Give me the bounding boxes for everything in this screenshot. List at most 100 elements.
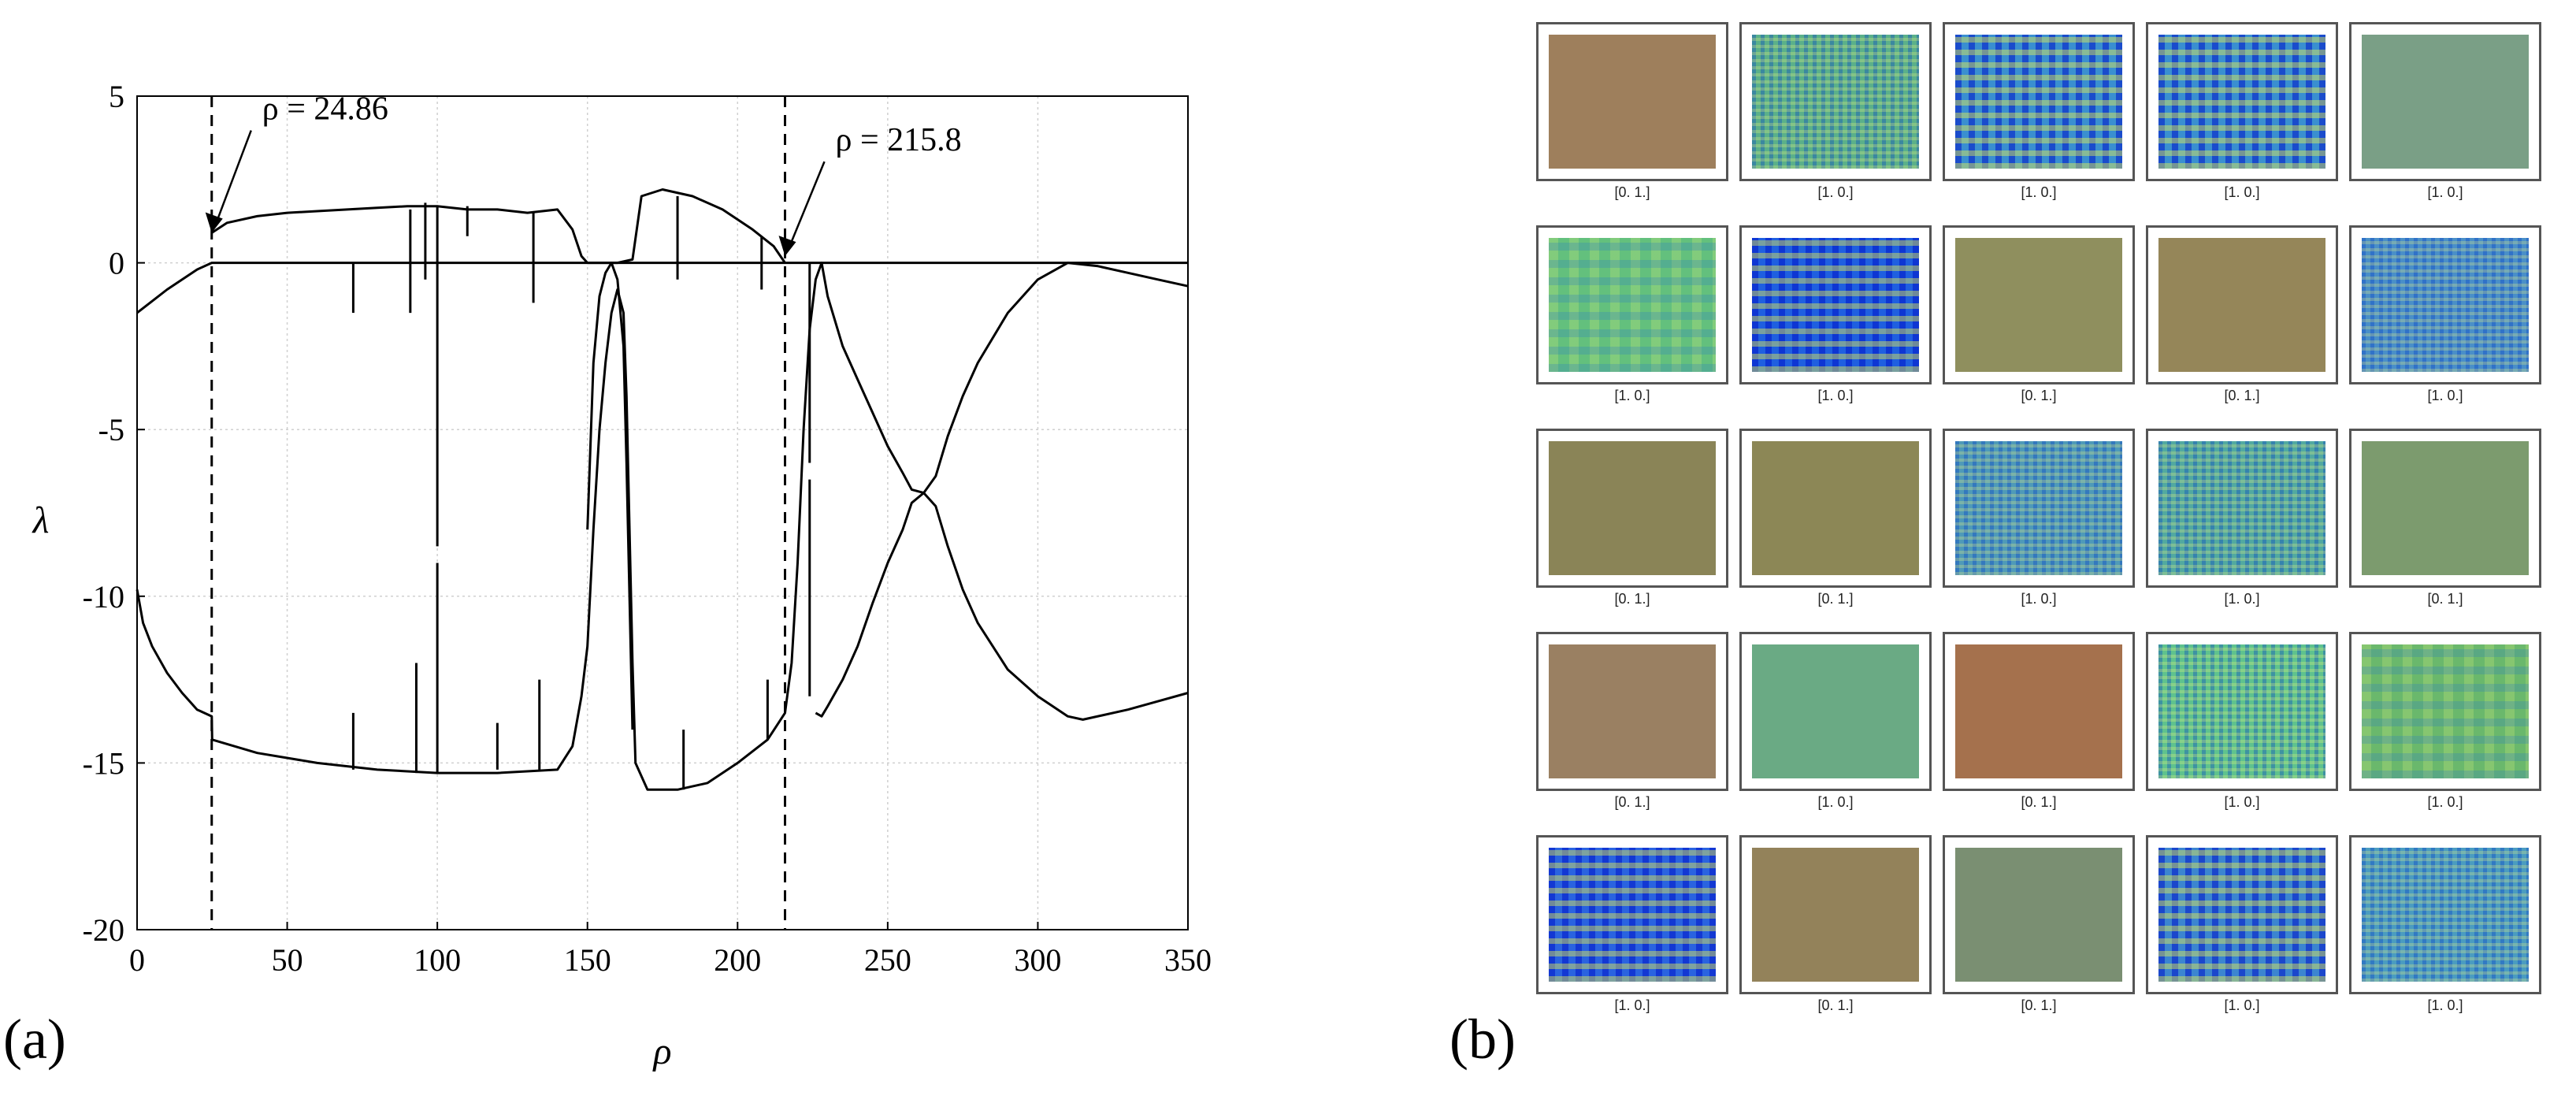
series-line-3	[135, 262, 1189, 791]
tile-frame	[1536, 22, 1728, 181]
x-axis-label: ρ	[651, 1031, 671, 1072]
series-line-4	[815, 262, 1189, 718]
tile-pattern	[1955, 238, 2122, 372]
grid-tile: [0. 1.]	[1739, 835, 1933, 1040]
tile-frame	[2146, 225, 2338, 384]
tile-frame	[1739, 429, 1932, 588]
tile-frame	[1943, 632, 2135, 791]
tile-caption: [1. 0.]	[1614, 388, 1650, 403]
y-tick-label: 5	[109, 79, 124, 114]
grid-tile: [0. 1.]	[1536, 22, 1730, 227]
y-tick-label: -15	[83, 745, 124, 781]
grid-tile: [1. 0.]	[1739, 225, 1933, 430]
tile-frame	[1943, 835, 2135, 994]
tile-caption: [0. 1.]	[2427, 591, 2463, 607]
series-line-5	[586, 262, 634, 730]
tile-frame	[1739, 835, 1932, 994]
tile-caption: [1. 0.]	[2427, 184, 2463, 200]
x-tick-label: 300	[1014, 942, 1061, 978]
tile-caption: [1. 0.]	[1817, 388, 1854, 403]
grid-tile: [1. 0.]	[1536, 835, 1730, 1040]
tile-frame	[2146, 22, 2338, 181]
grid-tile: [0. 1.]	[2349, 429, 2543, 633]
tile-frame	[1536, 429, 1728, 588]
tile-pattern	[1549, 238, 1716, 372]
grid-tile: [1. 0.]	[2146, 22, 2340, 227]
tile-caption: [1. 0.]	[2427, 997, 2463, 1013]
x-tick-label: 0	[129, 942, 145, 978]
panel-label-b: (b)	[1449, 1008, 1516, 1071]
tile-pattern	[1549, 441, 1716, 575]
tile-caption: [0. 1.]	[1614, 591, 1650, 607]
x-tick-label: 100	[414, 942, 461, 978]
tile-frame	[2349, 632, 2541, 791]
tile-caption: [0. 1.]	[2021, 997, 2057, 1013]
grid-tile: [0. 1.]	[2146, 225, 2340, 430]
tile-caption: [0. 1.]	[1614, 184, 1650, 200]
tile-pattern	[2362, 238, 2529, 372]
tile-frame	[2349, 835, 2541, 994]
tile-pattern	[1752, 35, 1919, 169]
grid-tile: [0. 1.]	[1943, 632, 2136, 837]
tile-caption: [1. 0.]	[2224, 997, 2260, 1013]
y-tick-label: -10	[83, 579, 124, 615]
tile-pattern	[2362, 35, 2529, 169]
grid-layer	[136, 95, 1189, 930]
tile-pattern	[2158, 644, 2325, 778]
tile-caption: [0. 1.]	[1614, 794, 1650, 810]
tile-frame	[1739, 632, 1932, 791]
annotation-arrow	[213, 130, 252, 227]
grid-tile: [0. 1.]	[1536, 429, 1730, 633]
tile-pattern	[1752, 848, 1919, 982]
tile-pattern	[2158, 35, 2325, 169]
pattern-grid: [0. 1.] [1. 0.] [1. 0.] [1. 0.] [1. 0.] [1. 0…	[1536, 22, 2560, 1046]
tile-pattern	[1955, 848, 2122, 982]
vline-layer	[210, 96, 787, 930]
tile-frame	[1536, 835, 1728, 994]
tile-frame	[1739, 225, 1932, 384]
grid-tile: [0. 1.]	[1943, 835, 2136, 1040]
grid-tile: [1. 0.]	[2146, 835, 2340, 1040]
tile-frame	[1943, 225, 2135, 384]
tile-caption: [1. 0.]	[1817, 794, 1854, 810]
tile-caption: [1. 0.]	[2427, 794, 2463, 810]
grid-tile: [1. 0.]	[2349, 632, 2543, 837]
tile-caption: [0. 1.]	[1817, 997, 1854, 1013]
tile-caption: [0. 1.]	[2224, 388, 2260, 403]
tile-pattern	[1549, 35, 1716, 169]
tile-pattern	[2158, 848, 2325, 982]
annotation-arrowhead	[778, 236, 796, 257]
series-line-1	[210, 188, 786, 265]
tile-caption: [1. 0.]	[2427, 388, 2463, 403]
annotation-label: ρ = 215.8	[836, 122, 962, 158]
annotation-label: ρ = 24.86	[262, 91, 388, 128]
grid-tile: [1. 0.]	[1536, 225, 1730, 430]
panel-label-a: (a)	[3, 1008, 66, 1071]
tile-caption: [0. 1.]	[1817, 591, 1854, 607]
tile-frame	[1739, 22, 1932, 181]
tile-caption: [1. 0.]	[2021, 591, 2057, 607]
tile-frame	[1943, 22, 2135, 181]
grid-tile: [0. 1.]	[1739, 429, 1933, 633]
grid-tile: [0. 1.]	[1943, 225, 2136, 430]
x-tick-label: 50	[272, 942, 303, 978]
grid-tile: [1. 0.]	[2349, 835, 2543, 1040]
x-tick-label: 200	[714, 942, 761, 978]
tile-frame	[2349, 429, 2541, 588]
tile-pattern	[2362, 644, 2529, 778]
plot-frame	[136, 95, 1189, 930]
y-tick-label: 0	[109, 246, 124, 281]
tile-pattern	[1752, 644, 1919, 778]
tile-caption: [0. 1.]	[2021, 794, 2057, 810]
x-tick-label: 150	[564, 942, 611, 978]
annotation-arrow	[787, 161, 826, 251]
tile-frame	[2349, 225, 2541, 384]
grid-tile: [1. 0.]	[1943, 22, 2136, 227]
tile-frame	[1943, 429, 2135, 588]
tile-pattern	[1549, 644, 1716, 778]
grid-tile: [1. 0.]	[1739, 22, 1933, 227]
tile-caption: [1. 0.]	[2224, 591, 2260, 607]
tile-pattern	[2362, 848, 2529, 982]
